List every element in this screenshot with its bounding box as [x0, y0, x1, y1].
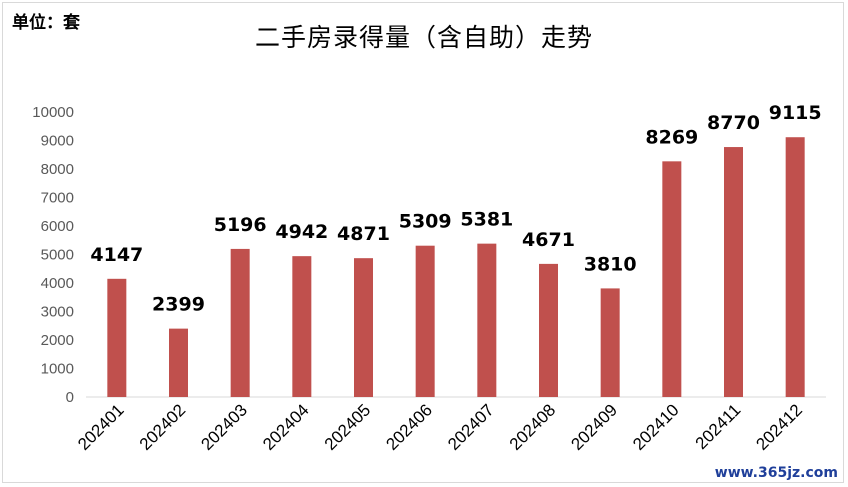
x-tick-label: 202409: [567, 400, 621, 454]
y-tick-label: 4000: [41, 275, 74, 292]
data-label: 4942: [275, 221, 328, 243]
chart-title: 二手房录得量（含自助）走势: [254, 23, 593, 52]
data-label: 8269: [645, 126, 698, 148]
data-label: 4147: [90, 244, 143, 266]
bar: [539, 263, 558, 397]
data-label: 5381: [460, 209, 513, 231]
x-tick-label: 202404: [259, 400, 313, 454]
bar: [600, 288, 620, 397]
bar: [785, 137, 805, 397]
data-label: 5309: [399, 211, 452, 233]
data-label: 2399: [152, 294, 205, 316]
data-label: 3810: [584, 253, 637, 275]
data-label: 9115: [769, 102, 822, 124]
bar: [292, 256, 312, 397]
data-label: 5196: [214, 214, 267, 236]
data-label: 4671: [522, 229, 575, 251]
x-tick-label: 202403: [197, 400, 251, 454]
bar: [662, 161, 682, 397]
x-tick-label: 202412: [752, 400, 806, 454]
y-tick-label: 10000: [32, 104, 74, 121]
bar: [415, 245, 435, 397]
bar: [107, 278, 127, 397]
x-tick-label: 202406: [382, 400, 436, 454]
bar: [477, 243, 497, 397]
bar: [169, 328, 188, 397]
y-tick-label: 8000: [41, 161, 74, 178]
y-tick-label: 6000: [41, 218, 74, 235]
y-tick-label: 5000: [41, 247, 74, 264]
x-tick-label: 202405: [321, 400, 375, 454]
bar: [230, 248, 250, 397]
x-tick-label: 202411: [692, 400, 745, 453]
y-tick-label: 2000: [41, 332, 74, 349]
data-label: 8770: [707, 112, 760, 134]
y-tick-label: 7000: [41, 190, 74, 207]
unit-label: 单位：套: [12, 13, 80, 33]
x-tick-label: 202410: [629, 400, 683, 454]
x-tick-label: 202402: [136, 400, 190, 454]
data-label: 4871: [337, 223, 390, 245]
y-tick-label: 9000: [41, 133, 74, 150]
x-tick-label: 202401: [74, 400, 128, 454]
x-tick-label: 202407: [444, 400, 498, 454]
y-tick-label: 0: [66, 389, 74, 406]
x-tick-label: 202408: [506, 400, 560, 454]
watermark: www.365jz.com: [714, 465, 838, 481]
bar: [354, 258, 373, 397]
y-tick-label: 3000: [41, 304, 74, 321]
bar: [724, 147, 743, 397]
y-tick-label: 1000: [41, 361, 74, 378]
